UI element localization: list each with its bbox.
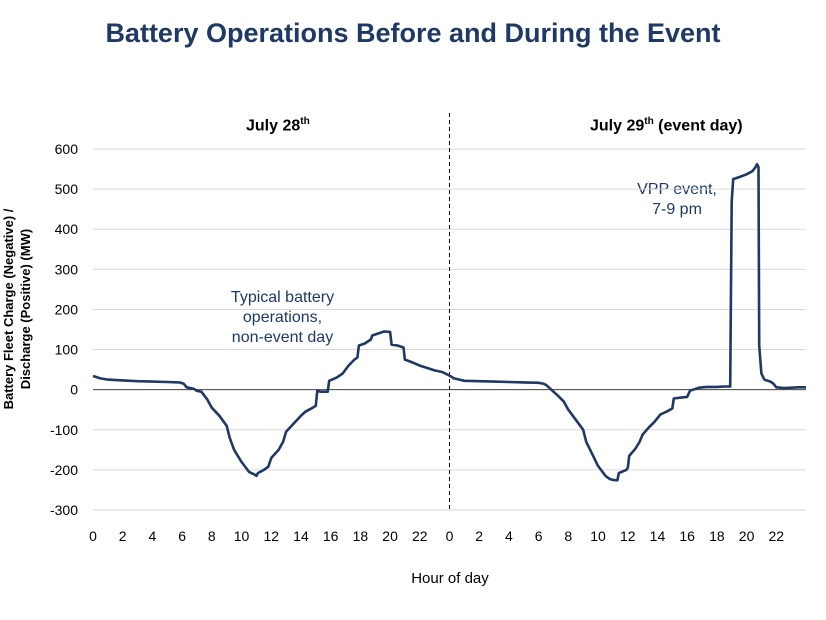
x-tick-label: 16 [323,528,339,544]
x-tick-label: 0 [446,528,454,544]
panel-label-july-28: July 28th [246,116,310,135]
annotation-non-event: Typical battery operations, non-event da… [200,288,365,348]
y-tick-label: 600 [55,141,79,157]
x-tick-label: 20 [739,528,755,544]
y-tick-label: -200 [50,462,78,478]
panel-label-rest: (event day) [653,117,743,135]
x-tick-label: 2 [119,528,127,544]
annotation-line: non-event day [231,329,334,346]
x-tick-label: 20 [382,528,398,544]
x-tick-label: 12 [263,528,279,544]
x-tick-label: 6 [178,528,186,544]
x-axis-label: Hour of day [411,570,489,587]
x-tick-label: 16 [679,528,695,544]
x-tick-label: 8 [208,528,216,544]
y-tick-label: 0 [70,382,78,398]
y-tick-label: 300 [55,261,79,277]
y-tick-label: 500 [55,181,79,197]
x-tick-label: 18 [709,528,725,544]
x-tick-label: 18 [353,528,369,544]
x-tick-label: 14 [293,528,309,544]
x-tick-label: 8 [564,528,572,544]
panel-label-sup: th [644,116,654,127]
x-tick-label: 10 [234,528,250,544]
panel-label-sup: th [300,116,310,127]
panel-label-july-29: July 29th (event day) [590,116,743,135]
x-tick-label: 10 [590,528,606,544]
annotation-line: 7-9 pm [652,201,702,218]
x-tick-label: 22 [412,528,428,544]
y-tick-label: 200 [55,301,79,317]
y-tick-label: 100 [55,342,79,358]
y-tick-label: -100 [50,422,78,438]
x-tick-label: 4 [505,528,513,544]
annotation-line: operations, [242,309,323,326]
panel-label-main: July 28 [246,117,301,135]
x-tick-label: 22 [769,528,785,544]
chart-title: Battery Operations Before and During the… [105,18,721,48]
x-tick-label: 14 [650,528,666,544]
y-tick-label: 400 [55,221,79,237]
panel-label-main: July 29 [590,117,645,135]
x-tick-label: 4 [149,528,157,544]
x-tick-label: 12 [620,528,636,544]
x-tick-label: 2 [475,528,483,544]
annotation-line: Typical battery [230,289,335,306]
y-tick-label: -300 [50,502,78,518]
x-tick-label: 0 [89,528,97,544]
x-tick-label: 6 [535,528,543,544]
series-line [92,162,806,482]
